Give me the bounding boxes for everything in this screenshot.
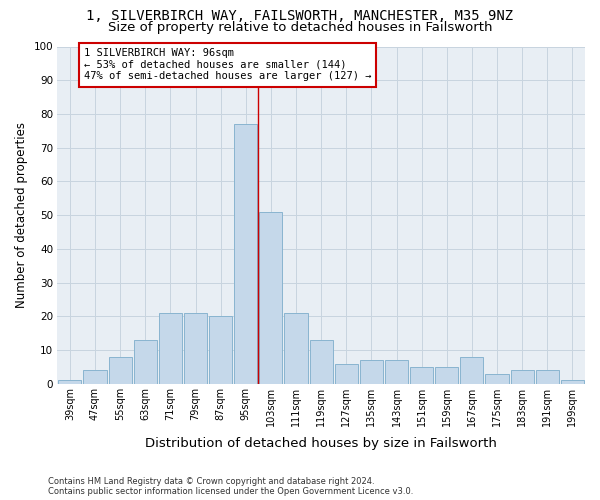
Bar bbox=[335, 364, 358, 384]
Bar bbox=[360, 360, 383, 384]
Bar bbox=[109, 357, 132, 384]
Bar bbox=[310, 340, 333, 384]
Bar bbox=[134, 340, 157, 384]
X-axis label: Distribution of detached houses by size in Failsworth: Distribution of detached houses by size … bbox=[145, 437, 497, 450]
Bar bbox=[159, 313, 182, 384]
Y-axis label: Number of detached properties: Number of detached properties bbox=[15, 122, 28, 308]
Bar bbox=[184, 313, 207, 384]
Text: Contains public sector information licensed under the Open Government Licence v3: Contains public sector information licen… bbox=[48, 487, 413, 496]
Text: Contains HM Land Registry data © Crown copyright and database right 2024.: Contains HM Land Registry data © Crown c… bbox=[48, 477, 374, 486]
Bar bbox=[58, 380, 82, 384]
Bar bbox=[511, 370, 534, 384]
Bar bbox=[410, 367, 433, 384]
Bar bbox=[460, 357, 484, 384]
Bar bbox=[536, 370, 559, 384]
Bar bbox=[209, 316, 232, 384]
Text: Size of property relative to detached houses in Failsworth: Size of property relative to detached ho… bbox=[108, 22, 492, 35]
Bar bbox=[485, 374, 509, 384]
Bar bbox=[435, 367, 458, 384]
Bar bbox=[385, 360, 408, 384]
Bar bbox=[234, 124, 257, 384]
Bar bbox=[284, 313, 308, 384]
Bar bbox=[259, 212, 283, 384]
Text: 1 SILVERBIRCH WAY: 96sqm
← 53% of detached houses are smaller (144)
47% of semi-: 1 SILVERBIRCH WAY: 96sqm ← 53% of detach… bbox=[84, 48, 371, 82]
Bar bbox=[561, 380, 584, 384]
Bar bbox=[83, 370, 107, 384]
Text: 1, SILVERBIRCH WAY, FAILSWORTH, MANCHESTER, M35 9NZ: 1, SILVERBIRCH WAY, FAILSWORTH, MANCHEST… bbox=[86, 9, 514, 23]
